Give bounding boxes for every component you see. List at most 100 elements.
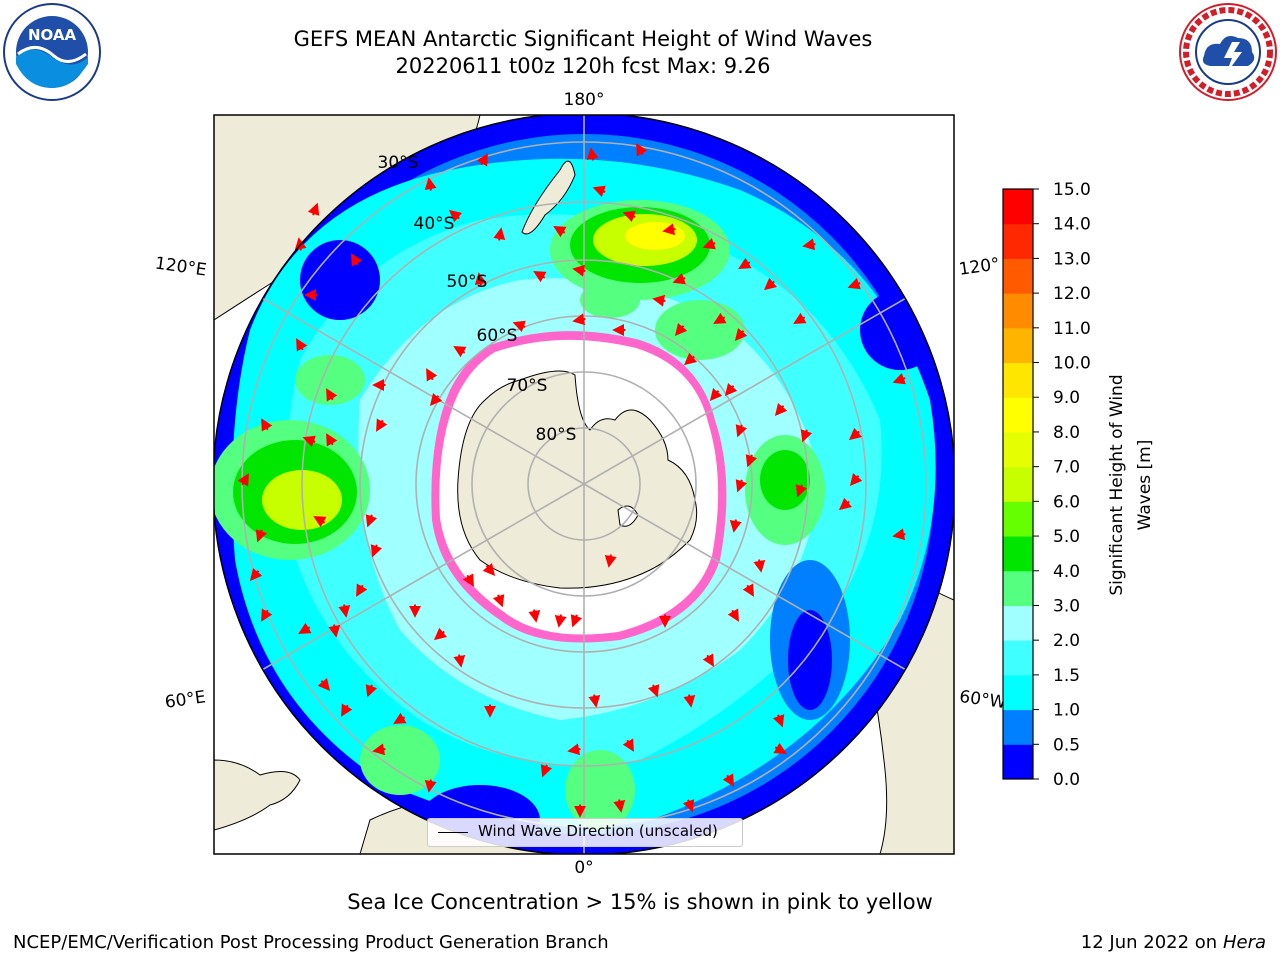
wave-direction-arrow [261,608,273,622]
wave-direction-arrow [540,764,553,778]
wave-direction-arrow [528,609,541,623]
wave-direction-arrow [848,427,862,441]
wave-direction-arrow [296,338,308,352]
wave-direction-arrow [702,653,714,667]
wave-direction-arrow [592,185,606,198]
colorbar-swatch [1003,362,1033,398]
colorbar-swatch [1003,501,1033,537]
wave-direction-arrow [313,516,327,528]
colorbar-swatch [1003,466,1033,502]
wave-direction-arrow [351,253,363,267]
colorbar-tick-label: 5.0 [1053,527,1080,547]
credit-text: NCEP/EMC/Verification Post Processing Pr… [13,932,609,953]
wave-direction-arrow [682,799,695,813]
colorbar-swatch [1003,397,1033,433]
colorbar-swatch [1003,709,1033,745]
wave-direction-arrow [683,352,697,366]
colorbar-tick-label: 13.0 [1053,249,1091,269]
wave-direction-arrow [802,238,816,251]
wave-direction-arrow [476,153,488,167]
wave-direction-arrow [773,742,787,754]
colorbar-swatch [1003,431,1033,468]
wave-direction-arrow [554,614,567,628]
wave-direction-arrow [662,223,676,236]
colorbar-swatch [1003,293,1033,329]
wave-direction-arrow [795,484,808,498]
legend-label: Wind Wave Direction (unscaled) [478,822,718,840]
wave-direction-arrow [570,614,583,628]
wave-direction-arrow [365,684,378,698]
wave-direction-arrow [652,294,666,307]
wave-direction-arrow [849,473,863,487]
wave-direction-arrow [800,429,813,443]
wave-direction-arrow [298,622,312,634]
lat-label-30s: 30°S [378,153,419,173]
wave-direction-arrow [448,209,462,223]
wave-direction-arrow [838,497,852,511]
wave-direction-arrow [793,312,807,324]
colorbar-swatch [1003,536,1033,572]
sea-ice-note: Sea Ice Concentration > 15% is shown in … [347,890,933,914]
colorbar-swatch [1003,189,1033,225]
noaa-logo-icon: NOAA [3,3,101,101]
wave-direction-arrow [753,559,766,573]
date-stamp: 12 Jun 2022 on Hera [1081,932,1266,953]
colorbar-tick-label: 6.0 [1053,492,1080,512]
lat-label-70s: 70°S [507,376,548,396]
wave-direction-arrow [892,372,906,385]
wave-direction-arrow [433,627,447,641]
wave-direction-arrow [453,346,467,358]
wave-direction-arrow [365,514,378,528]
wave-direction-arrow [674,323,688,337]
wave-direction-arrow [370,544,383,558]
colorbar-swatch [1003,674,1033,711]
wave-direction-arrow [424,779,437,793]
wave-direction-arrow [302,435,316,448]
wave-direction-arrow [735,479,748,493]
colorbar-tick-label: 3.0 [1053,596,1080,616]
wave-direction-arrow [735,424,748,438]
colorbar-tick-label: 1.5 [1053,666,1080,686]
wave-direction-arrow [426,368,438,382]
wave-direction-arrow [493,227,506,241]
colorbar-tick-label: 11.0 [1053,319,1091,339]
wave-direction-arrow [249,568,263,582]
colorbar-frame [1002,188,1034,780]
colorbar-tick-label: 8.0 [1053,423,1080,443]
wave-direction-arrow [702,237,716,250]
wave-direction-arrow [586,147,599,161]
wave-direction-arrow [462,573,474,587]
colorbar-swatch [1003,605,1033,641]
colorbar-label-line1: Significant Height of Wind [1107,374,1127,595]
wave-direction-arrow [727,608,739,622]
colorbar-tick-label: 0.5 [1053,735,1080,755]
wave-direction-arrow [424,177,437,191]
wave-direction-arrow [636,143,648,157]
colorbar-swatch [1003,570,1033,606]
colorbar-tick-label: 9.0 [1053,388,1080,408]
wave-direction-arrow [474,272,487,286]
wave-direction-arrow [341,703,353,717]
lon-label-60e: 60°E [164,687,207,712]
wave-direction-arrow [338,604,351,618]
wave-direction-arrow [713,312,727,324]
wave-direction-arrow [453,654,466,668]
map-frame [213,114,955,855]
wave-direction-arrow [317,678,331,692]
colorbar-swatch [1003,223,1033,259]
wave-direction-arrow [709,388,723,402]
legend-line-sample [438,832,468,833]
wave-direction-arrow [892,528,906,541]
colorbar-tick-label: 12.0 [1053,284,1091,304]
colorbar-tick-label: 4.0 [1053,562,1080,582]
wave-direction-arrow [683,694,696,708]
wave-direction-arrow [588,694,601,708]
wave-direction-arrow [553,226,567,238]
wave-direction-arrow [261,418,273,432]
wave-direction-arrow [622,210,636,223]
lon-label-120w: 120° [958,254,1001,280]
date-text: 12 Jun 2022 on [1080,932,1218,953]
wave-direction-arrow [724,383,738,397]
wave-direction-arrow [763,277,777,291]
wave-direction-arrow [604,554,617,568]
